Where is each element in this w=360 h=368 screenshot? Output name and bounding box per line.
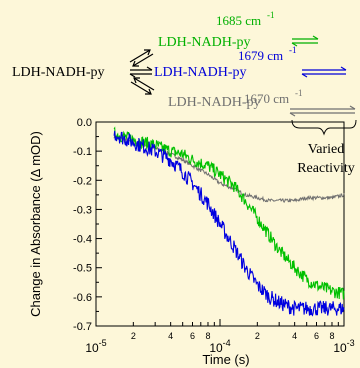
y-tick-label: -0.6 [73, 292, 92, 304]
x-minor-tick-label: 2 [131, 331, 136, 341]
reactivity-bracket [291, 119, 357, 136]
varied-label: Varied [308, 142, 345, 157]
top-wavenumber-sup: -1 [267, 10, 275, 20]
bot-wavenumber-sup: -1 [295, 88, 303, 98]
left-species-label: LDH-NADH-py [12, 65, 105, 80]
y-tick-label: -0.2 [73, 175, 92, 187]
x-minor-tick-label: 4 [292, 331, 297, 341]
top-wavenumber-label: 1685 cm [216, 13, 261, 28]
x-major-tick-label: 10-4 [209, 338, 230, 355]
mid-species-label: LDH-NADH-py [154, 65, 247, 80]
y-axis-label: Change in Absorbance (Δ mOD) [28, 131, 43, 317]
mid-species-arrow [301, 66, 347, 78]
mid-wavenumber-label: 1679 cm [238, 48, 283, 63]
plot-area: 0.0-0.1-0.2-0.3-0.4-0.5-0.6-0.7 10-5 10-4… [28, 117, 355, 367]
bot-wavenumber-label: 1670 cm [244, 91, 289, 106]
x-minor-tick-label: 8 [329, 331, 334, 341]
x-tick-base: 10 [333, 341, 347, 355]
x-tick-base: 10 [85, 341, 99, 355]
x-ticks: 10-5 10-4 10-32 4 6 8 2 4 6 8 [85, 319, 355, 355]
series-layer [113, 126, 345, 317]
x-minor-tick-label: 6 [190, 331, 195, 341]
equilibrium-arrow-mid [129, 66, 153, 78]
y-tick-label: -0.7 [73, 321, 92, 333]
y-ticks: 0.0 -0.1 -0.2 -0.3 -0.4 -0.5 -0.6 -0.7 [73, 117, 102, 333]
reactivity-label: Reactivity [297, 161, 355, 176]
x-minor-tick-label: 8 [205, 331, 210, 341]
y-tick-label: -0.5 [73, 263, 92, 275]
equilibrium-arrow-up [129, 49, 154, 67]
y-tick-label: -0.1 [73, 146, 92, 158]
reaction-scheme: LDH-NADH-py LDH-NADH-py [12, 10, 357, 176]
bot-species-arrow [289, 105, 356, 117]
equilibrium-arrow-down [130, 77, 155, 95]
x-major-tick-label: 10-5 [85, 338, 106, 355]
x-major-tick-label: 10-3 [333, 338, 354, 355]
x-minor-tick-label: 4 [168, 331, 173, 341]
series-blue-line [113, 130, 345, 317]
bot-species-label: LDH-NADH-py [168, 95, 261, 110]
x-minor-tick-label: 2 [255, 331, 260, 341]
top-species-arrow [291, 35, 319, 47]
x-minor-tick-label: 6 [314, 331, 319, 341]
x-tick-exponent: -5 [99, 338, 107, 348]
mid-wavenumber-sup: -1 [289, 45, 297, 55]
x-tick-exponent: -4 [223, 338, 231, 348]
top-species-label: LDH-NADH-py [158, 35, 251, 50]
x-axis-label: Time (s) [202, 352, 249, 367]
y-tick-label: 0.0 [77, 117, 92, 129]
x-tick-exponent: -3 [347, 338, 355, 348]
y-tick-label: -0.4 [73, 234, 92, 246]
x-tick-base: 10 [209, 341, 223, 355]
y-tick-label: -0.3 [73, 204, 92, 216]
